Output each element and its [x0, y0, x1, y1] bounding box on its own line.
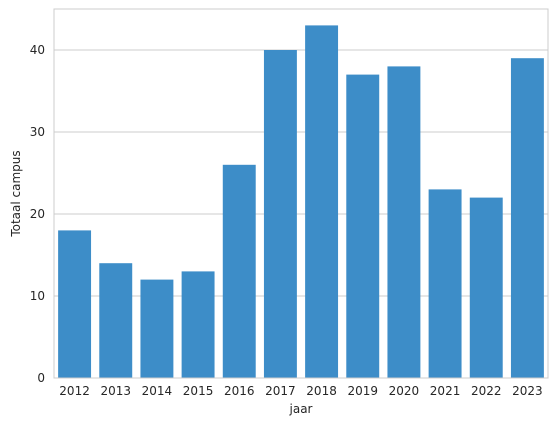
x-tick-label: 2013: [100, 384, 131, 398]
plot-frame: [53, 8, 549, 379]
y-tick-label: 0: [37, 371, 45, 385]
x-tick-label: 2023: [512, 384, 543, 398]
y-tick-label: 40: [30, 43, 45, 57]
x-tick-label: 2016: [224, 384, 255, 398]
x-axis-label: jaar: [289, 402, 313, 416]
x-tick-label: 2012: [59, 384, 90, 398]
bar-2019: [346, 74, 380, 378]
bar-2014: [140, 279, 174, 378]
y-tick-labels: 0 10 20 30 40: [30, 43, 45, 385]
x-tick-label: 2017: [265, 384, 296, 398]
bars: [58, 25, 544, 379]
bar-2012: [58, 230, 92, 378]
x-tick-label: 2014: [142, 384, 173, 398]
bar-2013: [99, 263, 133, 378]
x-tick-label: 2020: [389, 384, 420, 398]
bar-2022: [469, 197, 503, 378]
x-tick-label: 2015: [183, 384, 214, 398]
bar-2016: [222, 164, 256, 378]
bar-2021: [428, 189, 462, 378]
bar-2023: [510, 58, 544, 378]
x-tick-labels: 2012 2013 2014 2015 2016 2017 2018 2019 2020 2021…: [59, 384, 542, 398]
y-tick-label: 10: [30, 289, 45, 303]
x-tick-label: 2021: [430, 384, 461, 398]
bar-2017: [263, 50, 297, 378]
y-axis-label: Totaal campus: [9, 150, 23, 237]
bar-2015: [181, 271, 215, 378]
bar-2018: [305, 25, 339, 379]
y-tick-label: 20: [30, 207, 45, 221]
bar-2020: [387, 66, 421, 379]
x-tick-label: 2022: [471, 384, 502, 398]
x-tick-label: 2018: [306, 384, 337, 398]
y-tick-label: 30: [30, 125, 45, 139]
x-tick-label: 2019: [347, 384, 378, 398]
